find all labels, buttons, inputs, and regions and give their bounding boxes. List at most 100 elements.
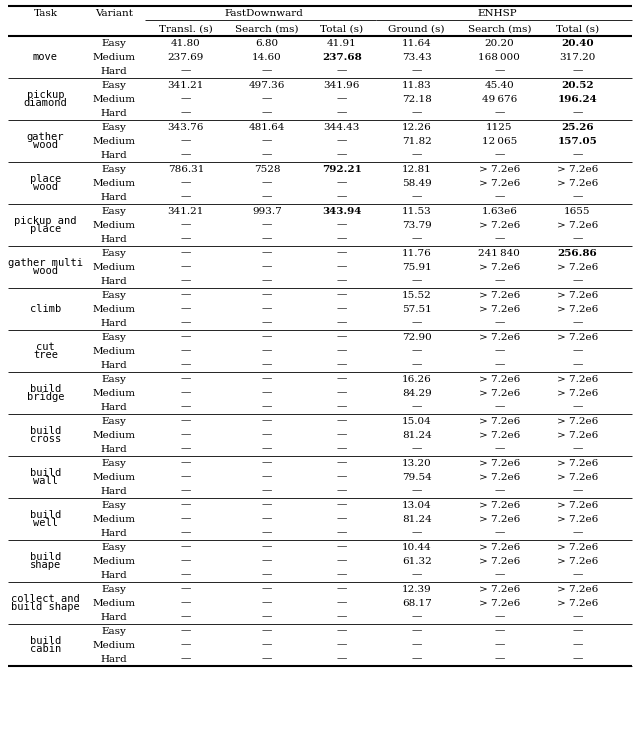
- Text: 497.36: 497.36: [249, 81, 285, 90]
- Text: 241 840: 241 840: [479, 249, 520, 258]
- Text: cut: cut: [36, 342, 55, 352]
- Text: 20.20: 20.20: [484, 38, 515, 48]
- Text: —: —: [262, 542, 272, 551]
- Text: —: —: [262, 234, 272, 244]
- Text: Hard: Hard: [100, 571, 127, 580]
- Text: > 7.2e6: > 7.2e6: [479, 473, 520, 482]
- Text: —: —: [180, 290, 191, 299]
- Text: > 7.2e6: > 7.2e6: [557, 556, 598, 566]
- Text: —: —: [572, 486, 582, 495]
- Text: —: —: [337, 277, 347, 286]
- Text: —: —: [337, 627, 347, 636]
- Text: —: —: [262, 249, 272, 258]
- Text: Hard: Hard: [100, 277, 127, 286]
- Text: > 7.2e6: > 7.2e6: [557, 388, 598, 397]
- Text: Task: Task: [33, 10, 58, 19]
- Text: 57.51: 57.51: [402, 305, 431, 314]
- Text: —: —: [180, 627, 191, 636]
- Text: > 7.2e6: > 7.2e6: [479, 179, 520, 188]
- Text: —: —: [262, 109, 272, 118]
- Text: > 7.2e6: > 7.2e6: [479, 333, 520, 342]
- Text: —: —: [572, 151, 582, 160]
- Text: > 7.2e6: > 7.2e6: [557, 220, 598, 229]
- Text: —: —: [180, 445, 191, 453]
- Text: —: —: [572, 109, 582, 118]
- Text: —: —: [494, 347, 504, 355]
- Text: > 7.2e6: > 7.2e6: [557, 599, 598, 608]
- Text: —: —: [262, 486, 272, 495]
- Text: —: —: [262, 584, 272, 593]
- Text: —: —: [337, 514, 347, 523]
- Text: > 7.2e6: > 7.2e6: [479, 501, 520, 510]
- Text: 14.60: 14.60: [252, 53, 282, 62]
- Text: Easy: Easy: [102, 375, 127, 384]
- Text: —: —: [494, 360, 504, 369]
- Text: —: —: [337, 458, 347, 467]
- Text: Hard: Hard: [100, 66, 127, 75]
- Text: 45.40: 45.40: [484, 81, 515, 90]
- Text: —: —: [494, 612, 504, 621]
- Text: —: —: [494, 627, 504, 636]
- Text: Medium: Medium: [93, 179, 136, 188]
- Text: —: —: [180, 192, 191, 201]
- Text: —: —: [262, 66, 272, 75]
- Text: —: —: [572, 192, 582, 201]
- Text: —: —: [337, 66, 347, 75]
- Text: —: —: [412, 318, 422, 327]
- Text: 72.90: 72.90: [402, 333, 431, 342]
- Text: 11.83: 11.83: [402, 81, 431, 90]
- Text: —: —: [572, 66, 582, 75]
- Text: 11.76: 11.76: [402, 249, 431, 258]
- Text: collect and: collect and: [11, 594, 80, 605]
- Text: —: —: [337, 220, 347, 229]
- Text: —: —: [262, 305, 272, 314]
- Text: Hard: Hard: [100, 192, 127, 201]
- Text: —: —: [180, 262, 191, 271]
- Text: —: —: [412, 277, 422, 286]
- Text: —: —: [337, 486, 347, 495]
- Text: —: —: [262, 192, 272, 201]
- Text: —: —: [180, 501, 191, 510]
- Text: 343.76: 343.76: [168, 122, 204, 131]
- Text: —: —: [494, 571, 504, 580]
- Text: —: —: [337, 249, 347, 258]
- Text: 79.54: 79.54: [402, 473, 431, 482]
- Text: move: move: [33, 52, 58, 62]
- Text: —: —: [262, 179, 272, 188]
- Text: 84.29: 84.29: [402, 388, 431, 397]
- Text: Medium: Medium: [93, 220, 136, 229]
- Text: —: —: [337, 403, 347, 412]
- Text: Medium: Medium: [93, 599, 136, 608]
- Text: —: —: [180, 388, 191, 397]
- Text: —: —: [180, 234, 191, 244]
- Text: —: —: [494, 486, 504, 495]
- Text: —: —: [337, 360, 347, 369]
- Text: —: —: [337, 347, 347, 355]
- Text: > 7.2e6: > 7.2e6: [557, 431, 598, 440]
- Text: —: —: [572, 347, 582, 355]
- Text: tree: tree: [33, 350, 58, 360]
- Text: —: —: [572, 445, 582, 453]
- Text: > 7.2e6: > 7.2e6: [557, 305, 598, 314]
- Text: 344.43: 344.43: [324, 122, 360, 131]
- Text: > 7.2e6: > 7.2e6: [479, 458, 520, 467]
- Text: Easy: Easy: [102, 501, 127, 510]
- Text: 341.21: 341.21: [168, 207, 204, 216]
- Text: —: —: [337, 375, 347, 384]
- Text: —: —: [412, 403, 422, 412]
- Text: bridge: bridge: [27, 391, 64, 402]
- Text: —: —: [180, 514, 191, 523]
- Text: —: —: [180, 360, 191, 369]
- Text: > 7.2e6: > 7.2e6: [479, 542, 520, 551]
- Text: FastDownward: FastDownward: [225, 10, 303, 19]
- Text: Hard: Hard: [100, 109, 127, 118]
- Text: Hard: Hard: [100, 403, 127, 412]
- Text: Transl. (s): Transl. (s): [159, 24, 212, 33]
- Text: Medium: Medium: [93, 556, 136, 566]
- Text: > 7.2e6: > 7.2e6: [479, 599, 520, 608]
- Text: —: —: [180, 151, 191, 160]
- Text: —: —: [180, 542, 191, 551]
- Text: —: —: [337, 445, 347, 453]
- Text: —: —: [572, 640, 582, 649]
- Text: Variant: Variant: [95, 10, 133, 19]
